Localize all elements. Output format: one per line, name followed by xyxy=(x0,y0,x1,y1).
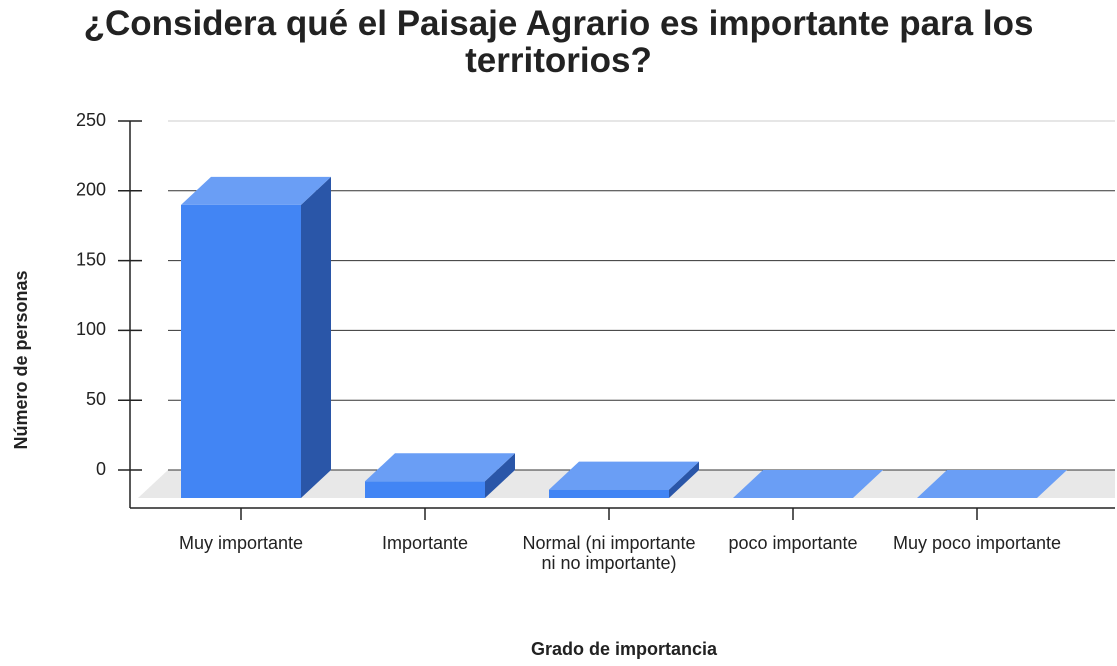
bar-side xyxy=(301,176,331,498)
x-label-box: Normal (ni importante ni no importante) xyxy=(522,533,696,573)
y-axis-title: Número de personas xyxy=(11,270,31,449)
x-label-box: Muy importante xyxy=(178,533,304,553)
x-label-box: poco importante xyxy=(728,533,858,553)
bar xyxy=(181,176,331,498)
bar-front xyxy=(365,481,485,498)
title-box: ¿Considera qué el Paisaje Agrario es imp… xyxy=(83,5,1034,80)
bar-top xyxy=(917,470,1067,498)
y-tick-label: 100 xyxy=(76,319,106,339)
x-tick-label: Normal (ni importante ni no importante) xyxy=(522,533,696,573)
x-tick-label: Importante xyxy=(381,533,469,553)
bar-top xyxy=(365,453,515,482)
bar-top xyxy=(549,461,699,490)
bar-side xyxy=(669,461,699,498)
y-tick-label: 200 xyxy=(76,180,106,200)
y-tick-label: 50 xyxy=(86,389,106,409)
bar-top xyxy=(733,470,883,498)
x-tick-label: poco importante xyxy=(728,533,858,553)
bar-front xyxy=(549,489,669,498)
x-tick-label: Muy poco importante xyxy=(892,533,1062,553)
y-tick-label: 0 xyxy=(96,459,106,479)
x-axis-title: Grado de importancia xyxy=(531,639,718,659)
bar-top xyxy=(181,176,331,205)
x-label-box: Importante xyxy=(381,533,469,553)
x-label-box: Muy poco importante xyxy=(892,533,1062,553)
bar-front xyxy=(181,204,301,498)
x-tick-label: Muy importante xyxy=(178,533,304,553)
y-tick-label: 250 xyxy=(76,110,106,130)
bar xyxy=(549,461,699,498)
bar-side xyxy=(485,453,515,498)
bar xyxy=(917,470,1067,498)
y-tick-label: 150 xyxy=(76,249,106,269)
chart-title: ¿Considera qué el Paisaje Agrario es imp… xyxy=(83,5,1034,80)
bar xyxy=(733,470,883,498)
bar xyxy=(365,453,515,498)
